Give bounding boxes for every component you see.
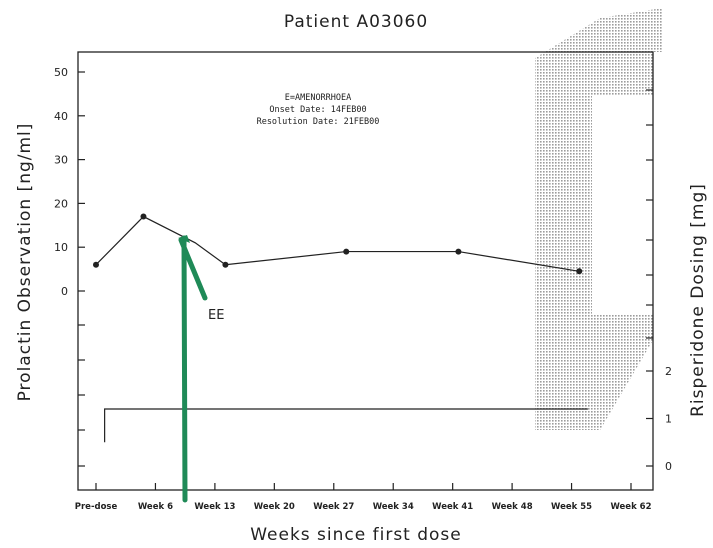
y2-axis-ticks: 0 1 2 bbox=[646, 89, 672, 473]
x-tick-label: Week 34 bbox=[373, 502, 414, 512]
y2-tick-label: 2 bbox=[665, 365, 672, 378]
annotation-line-3: Resolution Date: 21FEB00 bbox=[257, 117, 380, 127]
prolactin-point bbox=[576, 268, 583, 275]
y2-tick-label: 1 bbox=[665, 413, 672, 426]
x-axis-ticks: Pre-dose Week 6 Week 13 Week 20 Week 27 Week … bbox=[75, 483, 652, 512]
x-tick-label: Week 20 bbox=[254, 502, 295, 512]
event-marker-label: EE bbox=[208, 308, 224, 323]
plot-frame bbox=[77, 51, 654, 491]
x-tick-label: Week 55 bbox=[551, 502, 592, 512]
annotation-line-2: Onset Date: 14FEB00 bbox=[269, 105, 366, 115]
y2-tick-label: 0 bbox=[665, 460, 672, 473]
chart-title: Patient A03060 bbox=[284, 12, 428, 32]
y-axis-label: Prolactin Observation [ng/ml] bbox=[15, 123, 35, 402]
series-layer bbox=[93, 213, 588, 443]
prolactin-point bbox=[343, 248, 350, 255]
y2-axis-label: Risperidone Dosing [mg] bbox=[688, 183, 708, 417]
y-tick-label: 40 bbox=[54, 110, 68, 123]
dosing-shade-hole bbox=[592, 95, 654, 315]
y-tick-label: 20 bbox=[54, 197, 68, 210]
x-tick-label: Week 48 bbox=[492, 502, 533, 512]
y-tick-label: 10 bbox=[54, 241, 68, 254]
y-tick-label: 0 bbox=[61, 285, 68, 298]
x-tick-label: Week 27 bbox=[313, 502, 354, 512]
x-tick-label: Week 6 bbox=[138, 502, 173, 512]
x-tick-label: Week 13 bbox=[194, 502, 235, 512]
prolactin-point bbox=[140, 213, 147, 220]
x-tick-label: Pre-dose bbox=[75, 502, 118, 512]
x-axis-label: Weeks since first dose bbox=[250, 525, 462, 545]
prolactin-point bbox=[93, 261, 99, 268]
x-tick-label: Week 62 bbox=[610, 502, 651, 512]
y-tick-label: 30 bbox=[54, 154, 68, 167]
green-marker bbox=[178, 235, 208, 503]
prolactin-point bbox=[455, 248, 462, 255]
y-axis-ticks: 0 10 20 30 40 50 bbox=[54, 66, 85, 467]
prolactin-line bbox=[95, 215, 580, 272]
x-tick-label: Week 41 bbox=[432, 502, 473, 512]
annotation-line-1: E=AMENORRHOEA bbox=[285, 93, 352, 103]
prolactin-point bbox=[222, 261, 229, 268]
dosing-step-line bbox=[104, 408, 588, 443]
y-tick-label: 50 bbox=[54, 66, 68, 79]
